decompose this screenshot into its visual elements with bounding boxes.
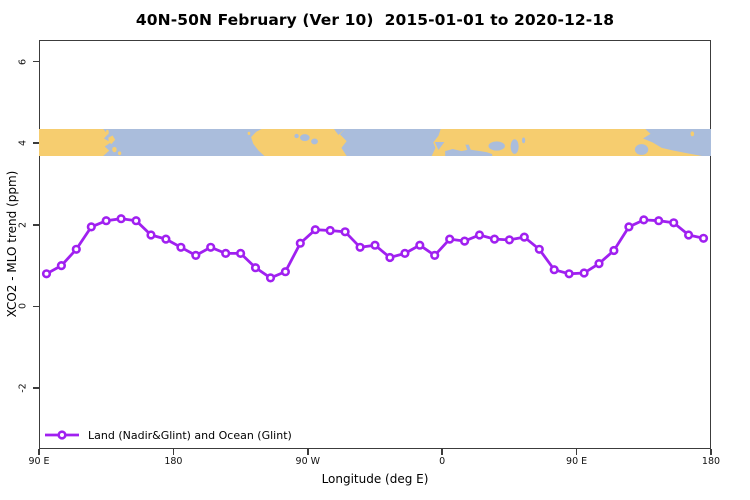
data-point-marker [669, 218, 679, 228]
data-point-marker [101, 216, 111, 226]
data-point-marker [609, 245, 619, 256]
data-point-marker [564, 269, 574, 279]
y-tick-mark [33, 305, 39, 308]
data-point-marker [430, 250, 440, 260]
data-point-marker [146, 230, 156, 240]
y-axis-title: XCO2 - MLO trend (ppm) [5, 170, 19, 318]
data-point-marker [474, 230, 485, 240]
y-tick-mark [33, 387, 39, 389]
data-point-marker [415, 240, 425, 250]
data-point-marker [698, 233, 709, 243]
y-tick-mark [33, 60, 39, 63]
x-tick-label: 90 W [295, 456, 321, 467]
chart-title: 40N-50N February (Ver 10) 2015-01-01 to … [135, 11, 615, 29]
data-point-marker [71, 244, 81, 254]
data-point-marker [534, 244, 544, 254]
y-tick-label: -2 [17, 383, 29, 393]
data-point-marker [624, 222, 634, 232]
data-point-marker [310, 225, 320, 235]
data-point-marker [236, 248, 246, 258]
data-point-marker [683, 230, 694, 240]
data-series-layer [41, 214, 709, 283]
data-point-marker [56, 261, 67, 271]
data-point-marker [340, 227, 350, 237]
data-point-marker [116, 214, 126, 224]
data-point-marker [400, 248, 410, 258]
data-point-marker [86, 222, 96, 232]
y-tick-label: 6 [17, 58, 29, 65]
inland-seas [294, 129, 680, 156]
data-point-marker [191, 250, 201, 260]
legend-label: Land (Nadir&Glint) and Ocean (Glint) [88, 428, 292, 442]
data-point-marker [594, 259, 604, 269]
x-tick-label: 180 [164, 456, 183, 467]
data-point-marker [519, 232, 529, 242]
data-point-marker [654, 216, 664, 226]
data-point-marker [206, 242, 216, 252]
data-point-marker [549, 265, 559, 275]
data-point-marker [41, 269, 52, 279]
x-tick-mark [38, 449, 40, 455]
legend-marker-icon [45, 430, 79, 440]
y-tick-mark [33, 224, 39, 226]
data-point-marker [385, 252, 395, 263]
y-tick-label: 0 [17, 303, 29, 310]
data-point-marker [250, 263, 261, 273]
data-point-marker [489, 234, 500, 244]
x-tick-mark [710, 449, 712, 455]
y-tick-label: 2 [17, 221, 29, 228]
data-point-marker [221, 248, 231, 258]
legend: Land (Nadir&Glint) and Ocean (Glint) [45, 428, 292, 442]
x-tick-label: 90 E [28, 456, 50, 467]
x-tick-mark [575, 449, 578, 455]
data-point-marker [370, 240, 380, 250]
data-point-marker [325, 225, 335, 236]
data-point-marker [504, 235, 515, 245]
data-point-marker [161, 234, 171, 244]
data-point-marker [265, 273, 276, 283]
x-tick-label: 90 E [566, 456, 588, 467]
x-axis-title: Longitude (deg E) [321, 472, 429, 486]
data-point-marker [295, 238, 305, 248]
data-point-marker [355, 242, 365, 252]
data-point-marker [445, 234, 455, 244]
x-tick-label: 0 [439, 456, 446, 467]
x-tick-label: 180 [701, 456, 721, 467]
x-tick-mark [441, 449, 443, 455]
y-tick-mark [33, 142, 39, 144]
x-tick-mark [307, 449, 309, 455]
data-point-marker [460, 236, 470, 246]
plot-frame [39, 40, 711, 449]
data-point-marker [176, 242, 186, 252]
world-map-strip [39, 129, 711, 156]
data-point-marker [639, 215, 649, 225]
data-point-marker [579, 268, 589, 278]
data-point-marker [131, 216, 141, 226]
y-tick-label: 4 [17, 140, 29, 147]
data-point-marker [280, 267, 290, 277]
x-tick-mark [172, 449, 175, 455]
